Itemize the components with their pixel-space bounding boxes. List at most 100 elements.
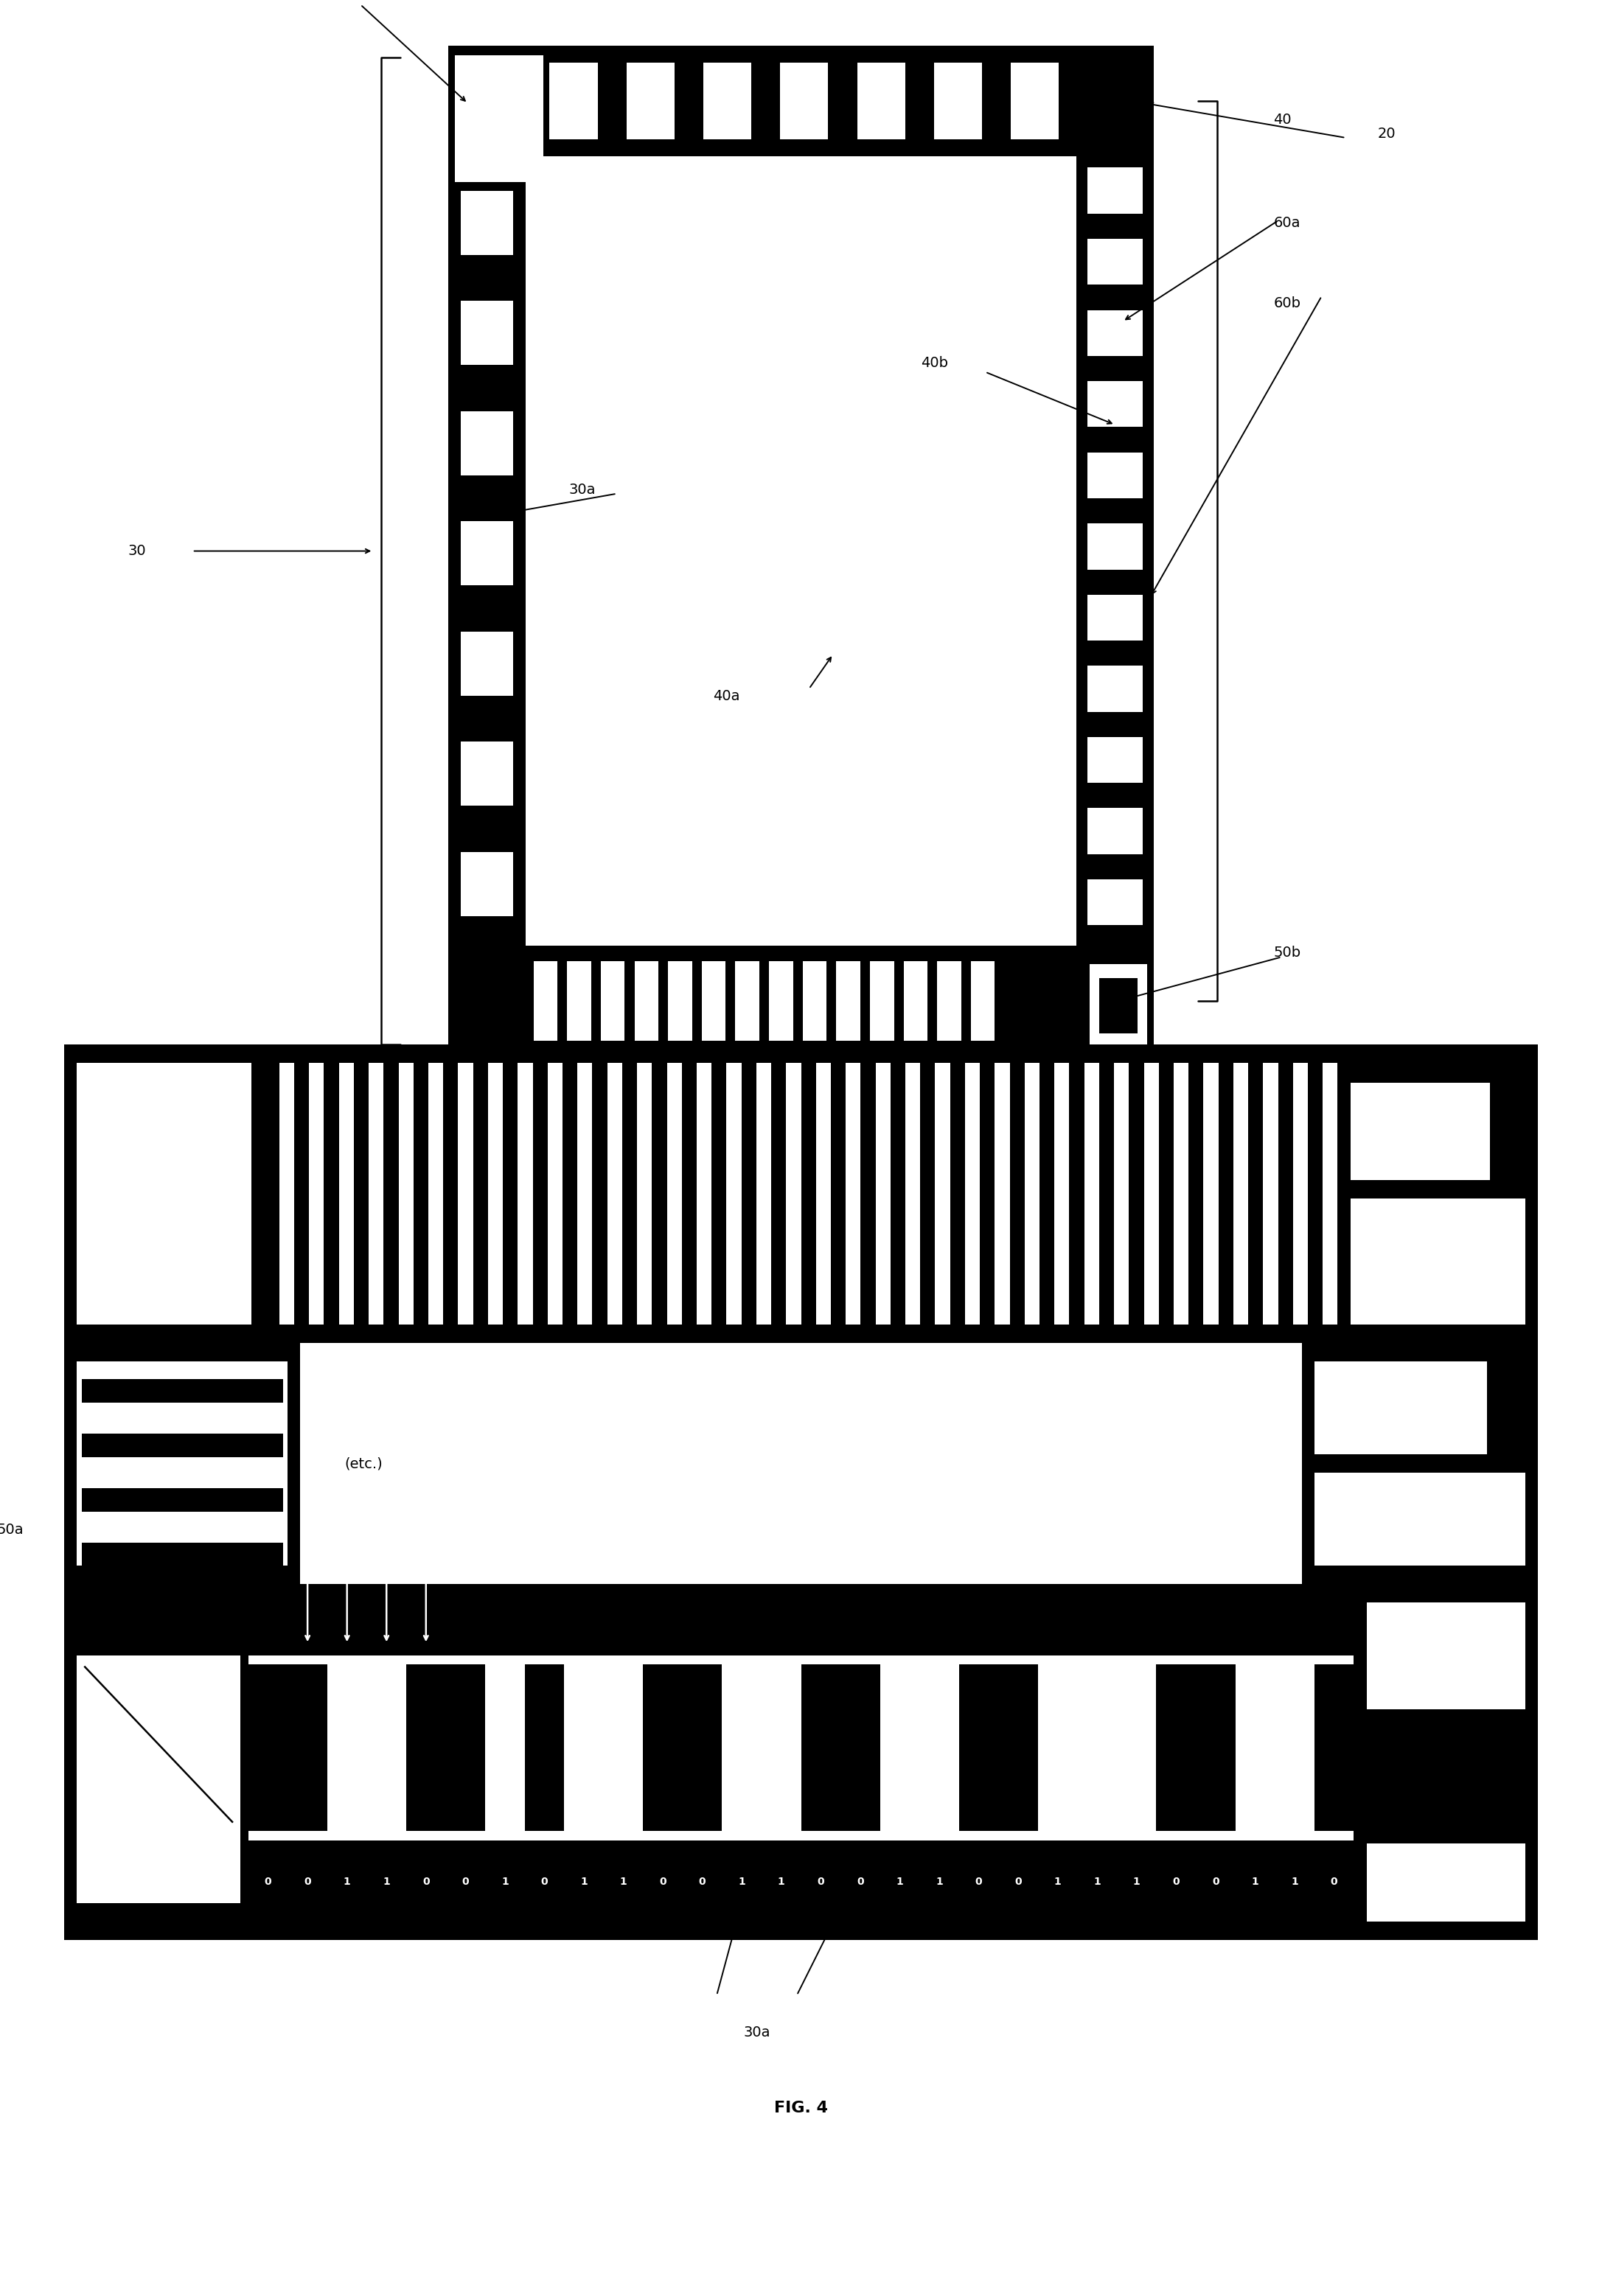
Bar (1099, 1063, 1113, 1325)
Bar (1088, 381, 1142, 427)
Bar (593, 1063, 607, 1325)
Bar (1314, 1362, 1487, 1456)
Bar (682, 1063, 697, 1325)
Bar (836, 962, 860, 1040)
Bar (998, 1665, 1038, 1832)
Text: 40b: 40b (921, 356, 948, 370)
Text: 60b: 60b (1274, 296, 1301, 310)
Bar (1350, 1081, 1490, 1180)
Bar (1157, 1665, 1195, 1832)
Bar (1088, 239, 1142, 285)
Bar (461, 411, 513, 475)
Text: 0: 0 (976, 1876, 982, 1887)
Bar (711, 1063, 726, 1325)
Bar (1088, 168, 1142, 214)
Bar (801, 1063, 815, 1325)
Bar (891, 1063, 905, 1325)
Bar (1189, 1063, 1203, 1325)
Bar (769, 962, 793, 1040)
Bar (1314, 1665, 1354, 1832)
Bar (248, 1665, 288, 1832)
Bar (533, 962, 557, 1040)
Bar (1088, 879, 1142, 925)
Text: 0: 0 (1213, 1876, 1219, 1887)
Text: 1: 1 (1291, 1876, 1298, 1887)
Text: 0: 0 (1173, 1876, 1179, 1887)
Bar (1088, 666, 1142, 712)
Bar (1129, 1063, 1144, 1325)
Bar (1099, 978, 1137, 1033)
Text: 1: 1 (1094, 1876, 1101, 1887)
Bar (444, 1063, 458, 1325)
Bar (461, 521, 513, 585)
Text: 1: 1 (343, 1876, 351, 1887)
Bar (64, 1343, 301, 1584)
Bar (413, 1063, 428, 1325)
Text: 40: 40 (815, 1228, 835, 1242)
Bar (971, 962, 995, 1040)
Bar (455, 55, 543, 181)
Bar (461, 852, 513, 916)
Bar (1314, 1474, 1525, 1566)
Text: 0: 0 (264, 1876, 272, 1887)
Bar (1088, 808, 1142, 854)
Bar (461, 742, 513, 806)
Bar (803, 962, 827, 1040)
Bar (622, 1063, 638, 1325)
Bar (1278, 1063, 1293, 1325)
Bar (950, 1063, 964, 1325)
Text: 40: 40 (1274, 113, 1291, 126)
Text: 50b: 50b (1274, 946, 1301, 960)
Bar (461, 191, 513, 255)
Text: 1: 1 (896, 1876, 904, 1887)
Text: 0: 0 (660, 1876, 666, 1887)
Bar (82, 1433, 282, 1458)
Bar (841, 1665, 879, 1832)
Text: 40a: 40a (713, 689, 740, 703)
Bar (960, 1665, 998, 1832)
Bar (532, 1063, 548, 1325)
Text: 1: 1 (1251, 1876, 1259, 1887)
Bar (702, 962, 726, 1040)
Bar (1088, 595, 1142, 641)
Bar (735, 962, 759, 1040)
Bar (1089, 964, 1147, 1047)
Text: 0: 0 (857, 1876, 863, 1887)
Text: 0: 0 (1330, 1876, 1338, 1887)
Bar (473, 1063, 489, 1325)
Bar (801, 1665, 841, 1832)
Bar (937, 962, 961, 1040)
Bar (771, 1063, 787, 1325)
Bar (549, 62, 598, 140)
Bar (77, 1832, 240, 1903)
Bar (562, 1063, 577, 1325)
Text: 1: 1 (739, 1876, 745, 1887)
Bar (1088, 737, 1142, 783)
Text: 30a: 30a (569, 482, 596, 496)
Bar (77, 1655, 240, 1832)
Bar (1158, 1063, 1174, 1325)
Bar (920, 1063, 936, 1325)
Bar (354, 1063, 368, 1325)
Bar (407, 1665, 445, 1832)
Text: (etc.): (etc.) (344, 1456, 383, 1472)
Text: 1: 1 (383, 1876, 389, 1887)
Text: 1: 1 (580, 1876, 588, 1887)
Bar (1088, 310, 1142, 356)
Bar (634, 962, 658, 1040)
Bar (642, 1665, 682, 1832)
Bar (780, 62, 828, 140)
Text: 0: 0 (423, 1876, 429, 1887)
Bar (1088, 523, 1142, 569)
Text: 0: 0 (817, 1876, 825, 1887)
Bar (82, 1380, 282, 1403)
Bar (503, 1063, 517, 1325)
Bar (601, 962, 625, 1040)
Bar (980, 1063, 995, 1325)
Text: 0: 0 (541, 1876, 548, 1887)
Bar (264, 1063, 1338, 1325)
Bar (445, 1665, 485, 1832)
Bar (1070, 1063, 1085, 1325)
Bar (703, 62, 751, 140)
Text: 0: 0 (461, 1876, 469, 1887)
